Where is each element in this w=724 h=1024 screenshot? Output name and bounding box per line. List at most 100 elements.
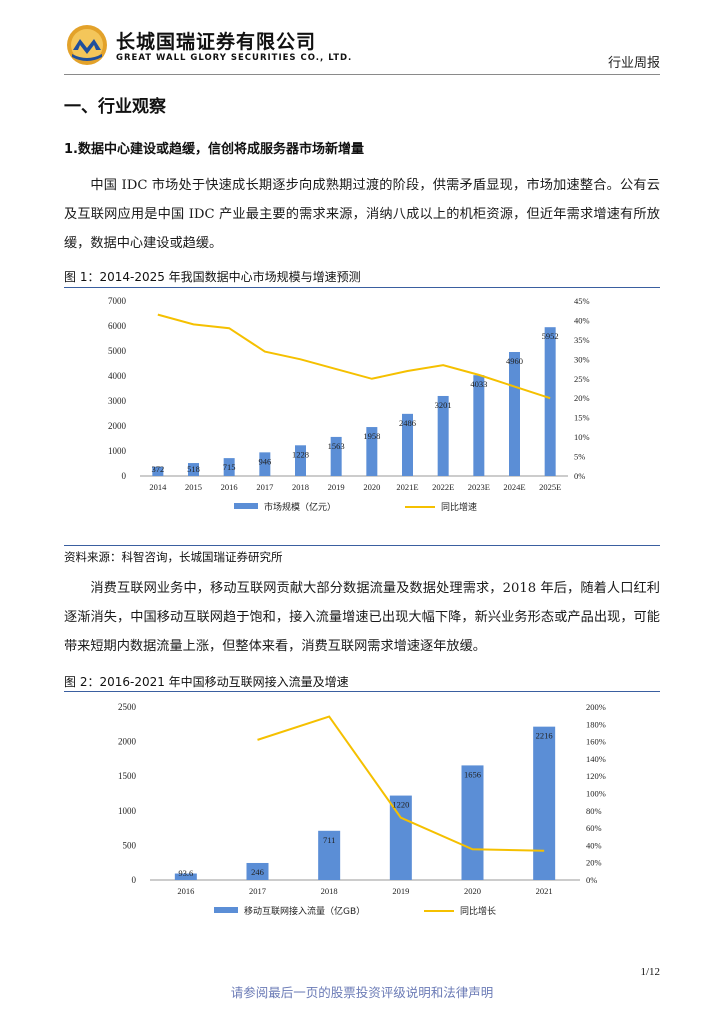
chart-mobile-traffic: 0 500 1000 1500 2000 2500 0% 20% 40% 60% 80% 100% 12… — [118, 702, 606, 917]
chart-bar — [402, 413, 413, 476]
y2-tick-label: 5% — [574, 452, 585, 462]
y-tick-label: 500 — [123, 840, 137, 850]
chart-bar — [152, 466, 164, 476]
bar-data-label: 518 — [187, 464, 200, 474]
y2-tick-label: 45% — [574, 296, 590, 306]
y2-tick-label: 40% — [586, 840, 602, 850]
y2-tick-label: 15% — [574, 413, 590, 423]
x-tick-label: 2016 — [221, 482, 238, 492]
x-tick-label: 2023E — [468, 482, 490, 492]
y2-tick-label: 20% — [574, 393, 590, 403]
y2-tick-label: 100% — [586, 789, 606, 799]
chart-bar — [461, 765, 484, 880]
bar-data-label: 372 — [151, 464, 164, 474]
legend-label-bar: 市场规模（亿元） — [264, 501, 336, 513]
paragraph-text: 消费互联网业务中，移动互联网贡献大部分数据流量及数据处理需求，2018 年后，随… — [64, 581, 660, 654]
chart-bar — [246, 862, 269, 880]
x-tick-label: 2020 — [363, 482, 380, 492]
y-tick-label: 3000 — [108, 396, 127, 406]
y2-tick-label: 180% — [586, 719, 606, 729]
y-tick-label: 2500 — [118, 702, 137, 712]
y2-tick-label: 10% — [574, 432, 590, 442]
chart-bar — [533, 726, 556, 880]
y2-tick-label: 30% — [574, 354, 590, 364]
chart-bar — [295, 445, 306, 476]
y2-tick-label: 140% — [586, 754, 606, 764]
legend-label-line: 同比增速 — [441, 501, 477, 513]
x-tick-label: 2018 — [292, 482, 309, 492]
bar-data-label: 1656 — [464, 769, 481, 779]
bar-data-label: 5952 — [542, 331, 559, 341]
bar-data-label: 4960 — [506, 356, 523, 366]
document-type: 行业周报 — [607, 56, 660, 71]
y2-tick-label: 35% — [574, 335, 590, 345]
y2-tick-label: 0% — [574, 471, 585, 481]
x-tick-label: 2015 — [185, 482, 202, 492]
chart-bar — [544, 327, 556, 476]
y-tick-label: 0 — [122, 471, 127, 481]
figure-2-top-rule — [64, 691, 660, 692]
subsection-title: 1.数据中心建设或趋缓，信创将成服务器市场新增量 — [64, 142, 364, 157]
y2-tick-label: 25% — [574, 374, 590, 384]
legend-swatch-bar — [234, 503, 258, 509]
bar-data-label: 2216 — [536, 731, 553, 741]
chart-bar — [389, 795, 412, 880]
bar-data-label: 711 — [323, 835, 335, 845]
x-tick-label: 2024E — [503, 482, 525, 492]
page-number: 1/12 — [640, 966, 660, 978]
y-tick-label: 6000 — [108, 321, 127, 331]
x-tick-label: 2025E — [539, 482, 561, 492]
bar-data-label: 4033 — [470, 379, 487, 389]
y-tick-label: 5000 — [108, 346, 127, 356]
y2-tick-label: 40% — [574, 315, 590, 325]
paragraph-text: 中国 IDC 市场处于快速成长期逐步向成熟期过渡的阶段，供需矛盾显现，市场加速整… — [64, 178, 660, 251]
company-name: 长城国瑞证券有限公司 — [116, 31, 317, 53]
x-tick-label: 2021E — [396, 482, 418, 492]
figure-2-title: 图 2：2016-2021 年中国移动互联网接入流量及增速 — [64, 675, 349, 689]
y2-tick-label: 60% — [586, 823, 602, 833]
x-tick-label: 2017 — [249, 886, 266, 896]
bar-data-label: 946 — [258, 456, 271, 466]
y2-tick-label: 120% — [586, 771, 606, 781]
bar-data-label: 1228 — [292, 449, 309, 459]
figure-1-title: 图 1：2014-2025 年我国数据中心市场规模与增速预测 — [64, 270, 361, 284]
chart-bar — [473, 375, 485, 476]
y-tick-label: 2000 — [118, 737, 137, 747]
bar-data-label: 1220 — [392, 800, 409, 810]
company-logo — [67, 25, 107, 65]
bar-data-label: 715 — [223, 462, 236, 472]
y-tick-label: 1500 — [118, 771, 137, 781]
x-tick-label: 2017 — [256, 482, 273, 492]
bar-data-label: 2486 — [399, 418, 416, 428]
growth-line — [257, 715, 545, 852]
bar-data-label: 93.6 — [178, 868, 193, 878]
bar-data-label: 1563 — [328, 441, 345, 451]
chart-bar — [174, 873, 197, 880]
legend-label-bar: 移动互联网接入流量（亿GB） — [244, 905, 365, 917]
chart-bar — [188, 463, 199, 476]
x-tick-label: 2016 — [177, 886, 194, 896]
body-paragraph-2: 消费互联网业务中，移动互联网贡献大部分数据流量及数据处理需求，2018 年后，随… — [64, 574, 660, 661]
y-tick-label: 1000 — [108, 446, 127, 456]
figure-1-bottom-rule — [64, 545, 660, 546]
x-tick-label: 2019 — [392, 886, 409, 896]
x-tick-label: 2022E — [432, 482, 454, 492]
chart-bar — [223, 458, 235, 476]
y2-tick-label: 20% — [586, 858, 602, 868]
y2-tick-label: 200% — [586, 702, 606, 712]
y-tick-label: 1000 — [118, 806, 137, 816]
legend-label-line: 同比增长 — [460, 905, 496, 917]
header-divider — [64, 74, 660, 75]
y2-tick-label: 0% — [586, 875, 597, 885]
chart-bar — [366, 427, 378, 476]
chart-bar — [259, 452, 271, 476]
body-paragraph-1: 中国 IDC 市场处于快速成长期逐步向成熟期过渡的阶段，供需矛盾显现，市场加速整… — [64, 171, 660, 258]
x-tick-label: 2019 — [328, 482, 345, 492]
x-tick-label: 2014 — [149, 482, 167, 492]
figure-1-top-rule — [64, 287, 660, 288]
chart-bar — [330, 436, 342, 476]
figure-1-source: 资料来源：科智咨询，长城国瑞证券研究所 — [64, 550, 283, 564]
growth-line — [157, 313, 551, 400]
y-tick-label: 0 — [132, 875, 137, 885]
bar-data-label: 246 — [251, 867, 264, 877]
